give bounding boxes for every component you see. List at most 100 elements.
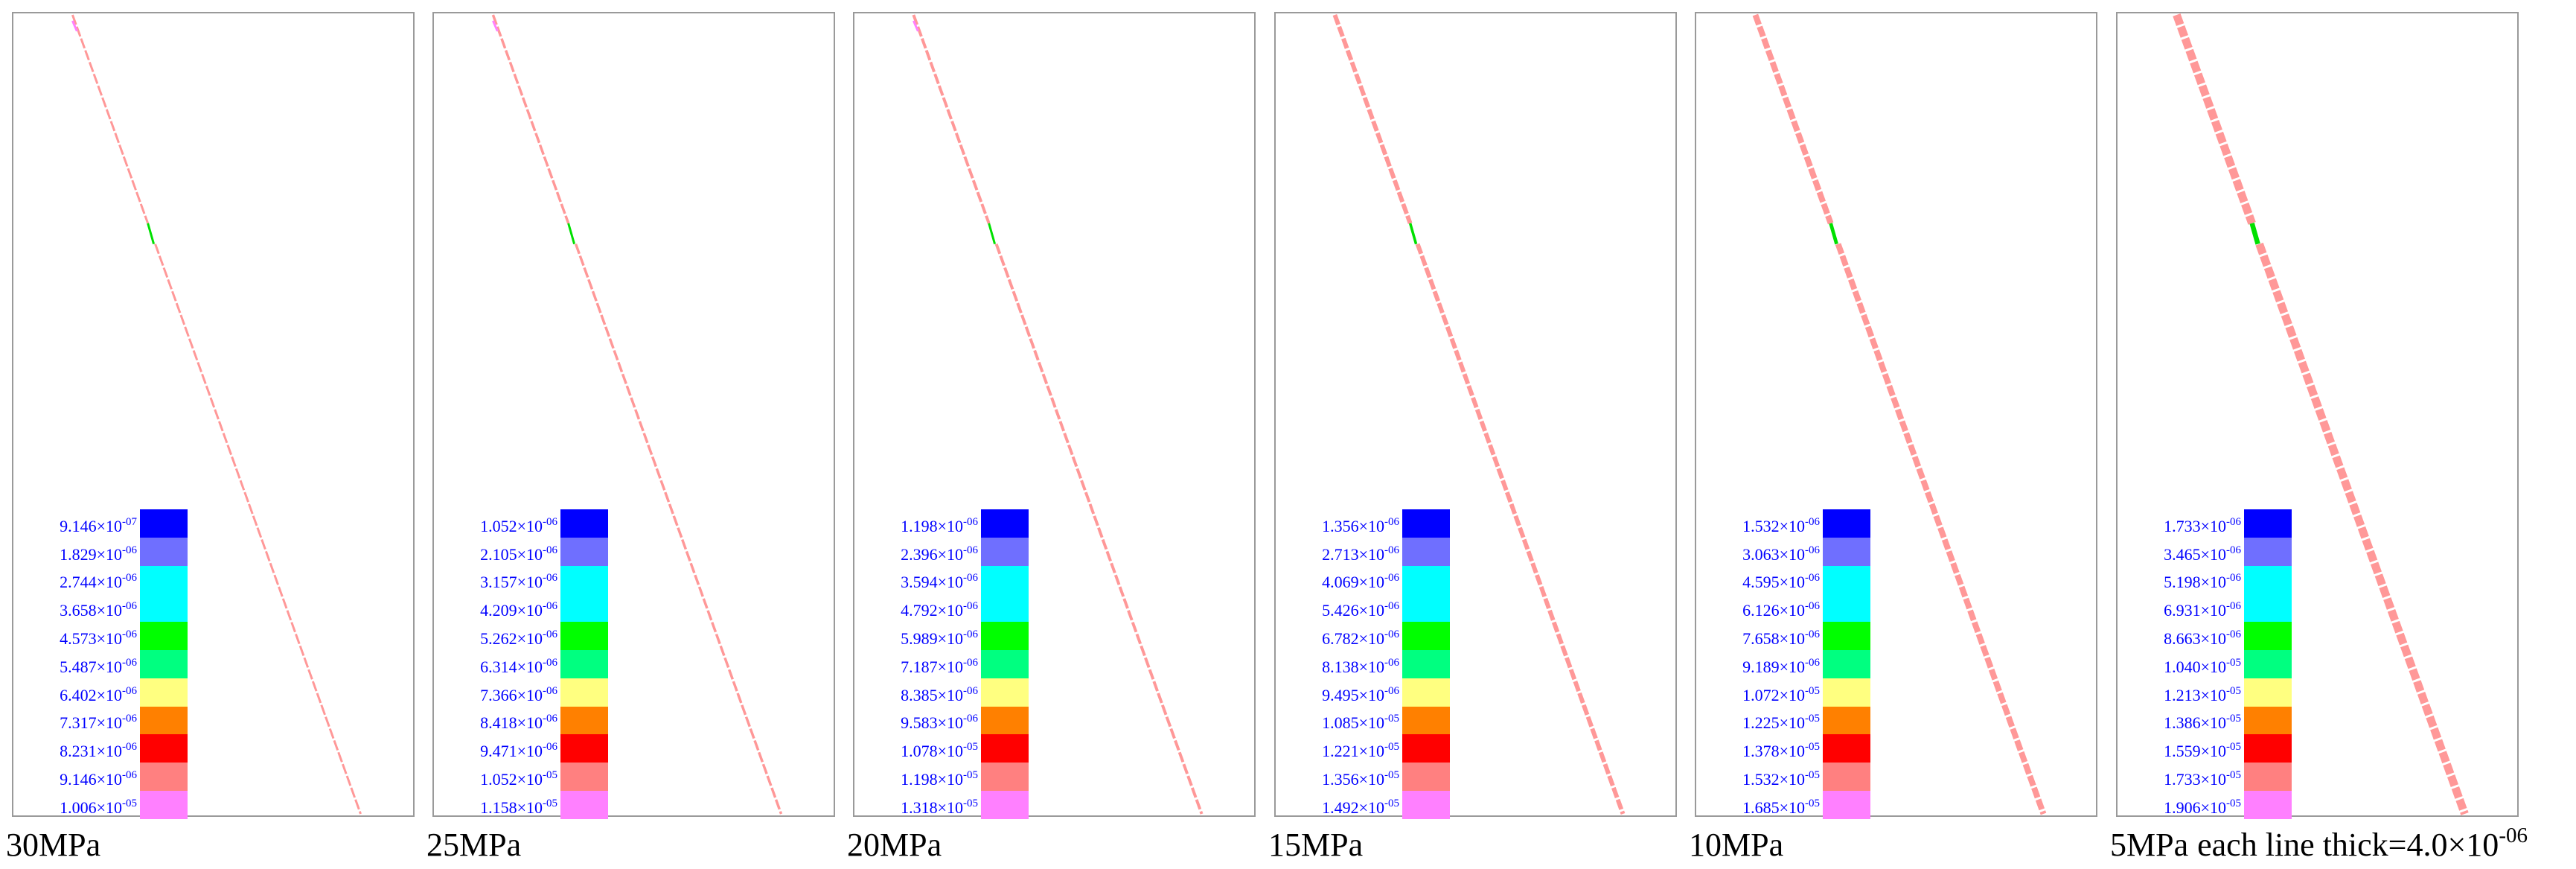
legend-row: 2.713×10-06: [1283, 537, 1450, 566]
legend-mantissa: 1.213×10: [2164, 685, 2226, 704]
legend-exponent: -06: [963, 572, 978, 585]
caption-pressure: 15MPa: [1268, 827, 1364, 863]
legend-swatch: [140, 790, 188, 819]
legend-mantissa: 4.573×10: [60, 628, 122, 648]
legend-row: 9.189×10-06: [1704, 649, 1870, 678]
legend-swatch: [140, 622, 188, 651]
legend-exponent: -05: [543, 768, 557, 781]
legend-label: 7.187×10-06: [901, 656, 978, 678]
legend-swatch: [2244, 649, 2292, 678]
crack-marker: [1829, 223, 1838, 245]
legend-exponent: -05: [2226, 713, 2241, 725]
legend-swatch: [140, 565, 188, 594]
legend-row: 8.138×10-06: [1283, 649, 1450, 678]
legend-swatch: [2244, 790, 2292, 819]
legend-row: 7.366×10-06: [441, 678, 608, 707]
legend-exponent: -06: [1384, 684, 1399, 697]
legend-swatch: [2244, 763, 2292, 792]
legend-exponent: -06: [2226, 572, 2241, 585]
legend-mantissa: 6.931×10: [2164, 601, 2226, 620]
legend-label: 1.318×10-05: [901, 797, 978, 819]
legend-swatch: [560, 790, 608, 819]
legend-exponent: -06: [963, 656, 978, 669]
legend-label: 1.052×10-06: [480, 516, 557, 538]
legend-mantissa: 1.040×10: [2164, 657, 2226, 676]
legend-swatch: [2244, 622, 2292, 651]
legend-swatch: [560, 763, 608, 792]
caption-pressure: 25MPa: [426, 827, 522, 863]
legend-swatch: [981, 790, 1029, 819]
crack-marker: [1408, 223, 1418, 245]
legend-mantissa: 1.733×10: [2164, 516, 2226, 535]
legend-mantissa: 1.198×10: [901, 769, 963, 789]
legend-mantissa: 3.465×10: [2164, 544, 2226, 564]
legend-mantissa: 4.209×10: [480, 601, 543, 620]
legend-exponent: -05: [963, 797, 978, 809]
legend-exponent: -05: [2226, 656, 2241, 669]
legend-label: 9.189×10-06: [1742, 657, 1820, 678]
legend-row: 7.187×10-06: [862, 649, 1029, 678]
legend-row: 1.198×10-05: [862, 763, 1029, 792]
legend-swatch: [560, 509, 608, 538]
legend-mantissa: 1.906×10: [2164, 798, 2226, 817]
legend-swatch: [1823, 706, 1870, 735]
legend-swatch: [140, 649, 188, 678]
legend-exponent: -05: [1805, 797, 1820, 809]
legend-label: 1.532×10-05: [1742, 769, 1820, 791]
legend-mantissa: 1.318×10: [901, 798, 963, 817]
legend-mantissa: 1.492×10: [1322, 798, 1384, 817]
legend-row: 1.052×10-06: [441, 509, 608, 538]
legend-label: 1.213×10-05: [2164, 685, 2241, 707]
line-segment-lower: [1835, 243, 2047, 815]
line-plot: [2173, 13, 2469, 815]
legend-mantissa: 5.426×10: [1322, 601, 1384, 620]
legend-exponent: -05: [543, 797, 557, 809]
legend-swatch: [2244, 734, 2292, 763]
line-segment-lower: [574, 243, 783, 815]
legend-label: 6.782×10-06: [1322, 628, 1399, 650]
legend-row: 2.396×10-06: [862, 537, 1029, 566]
legend-swatch: [981, 734, 1029, 763]
legend-row: 9.146×10-07: [21, 509, 188, 538]
panel-caption: 10MPa: [1689, 825, 1783, 865]
panel-caption: 20MPa: [847, 825, 942, 865]
panel-caption: 25MPa: [426, 825, 521, 865]
legend-mantissa: 1.733×10: [2164, 769, 2226, 789]
legend-row: 1.225×10-05: [1704, 706, 1870, 735]
panel-caption: 30MPa: [6, 825, 100, 865]
legend-label: 1.052×10-05: [480, 768, 557, 791]
thickness-exponent: -06: [2499, 824, 2528, 847]
legend-exponent: -06: [543, 656, 557, 669]
legend-row: 1.492×10-05: [1283, 790, 1450, 819]
legend-mantissa: 1.685×10: [1742, 798, 1805, 817]
legend-mantissa: 2.396×10: [901, 544, 963, 564]
legend-label: 1.733×10-06: [2164, 516, 2241, 538]
legend-row: 9.495×10-06: [1283, 678, 1450, 707]
legend-mantissa: 9.146×10: [60, 769, 122, 789]
legend-label: 1.906×10-05: [2164, 797, 2241, 819]
legend-mantissa: 7.366×10: [480, 685, 543, 704]
line-plot: [491, 14, 783, 815]
crack-marker: [988, 223, 997, 245]
legend-exponent: -06: [2226, 600, 2241, 613]
caption-line-thickness: each line thick=4.0×10-06: [2197, 824, 2528, 863]
legend-label: 4.792×10-06: [901, 600, 978, 622]
legend-exponent: -06: [963, 684, 978, 697]
legend-mantissa: 1.158×10: [480, 798, 543, 817]
legend-row: 8.385×10-06: [862, 678, 1029, 707]
legend-label: 1.158×10-05: [480, 797, 557, 819]
line-segment-lower: [154, 243, 362, 815]
legend-exponent: -06: [122, 656, 137, 669]
legend-label: 1.078×10-05: [901, 741, 978, 763]
crack-marker: [147, 223, 156, 245]
legend-mantissa: 2.744×10: [60, 573, 122, 592]
legend-row: 1.213×10-05: [2125, 678, 2292, 707]
line-segment-upper: [71, 14, 150, 224]
legend-exponent: -05: [2226, 797, 2241, 809]
legend-label: 1.829×10-06: [60, 544, 137, 566]
legend-exponent: -06: [963, 713, 978, 725]
legend-swatch: [1823, 509, 1870, 538]
legend-label: 5.262×10-06: [480, 628, 557, 650]
color-legend: 1.733×10-06 3.465×10-06 5.198×10-06 6.931×1…: [2125, 509, 2292, 819]
legend-mantissa: 1.532×10: [1742, 516, 1805, 535]
